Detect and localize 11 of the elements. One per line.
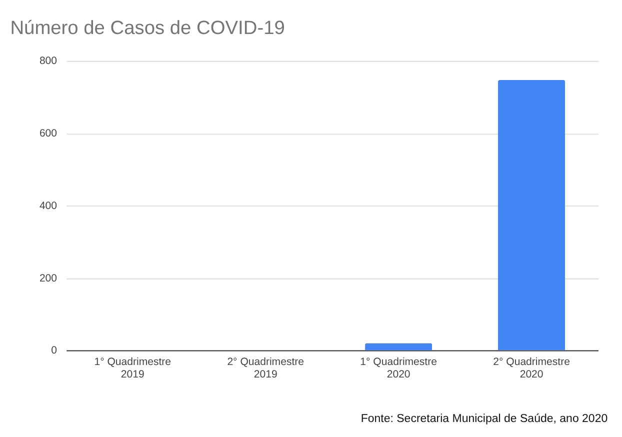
y-tick-label: 800 [39,55,58,68]
x-tick-label: 1° Quadrimestre 2019 [94,356,172,381]
y-tick-label: 400 [39,200,58,212]
y-tick-label: 600 [39,128,58,140]
y-tick-label: 200 [39,272,58,284]
chart-title: Número de Casos de COVID-19 [10,18,285,40]
y-tick-label: 0 [51,344,58,357]
source-note: Fonte: Secretaria Municipal de Saúde, ano 2020 [360,413,608,426]
x-tick-label: 1° Quadrimestre 2020 [360,356,438,381]
x-tick-label: 2° Quadrimestre 2019 [227,356,304,381]
x-tick-label: 2° Quadrimestre 2020 [493,356,570,381]
